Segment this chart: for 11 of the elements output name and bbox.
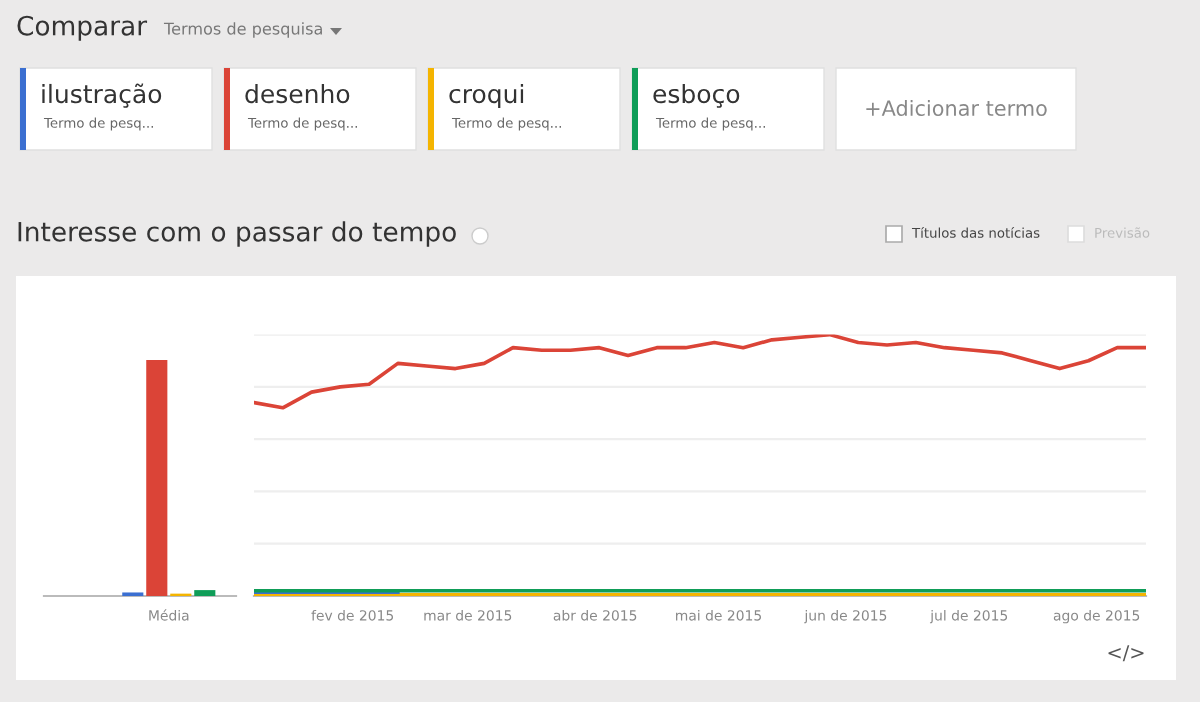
text: </> [1108, 645, 1144, 662]
chart-title: Interesse com o passar do tempo [18, 221, 456, 247]
legend-label: ilustração [42, 83, 162, 108]
bar [194, 590, 216, 596]
bar [146, 360, 168, 596]
text: Comparar [17, 15, 148, 41]
legend-label: desenho [245, 83, 350, 104]
text: Termos de pesquisa [163, 22, 322, 38]
legend-label: esboço [653, 83, 740, 108]
text: +Adicionar termo [866, 99, 1047, 117]
legend-label: croqui [449, 83, 524, 109]
